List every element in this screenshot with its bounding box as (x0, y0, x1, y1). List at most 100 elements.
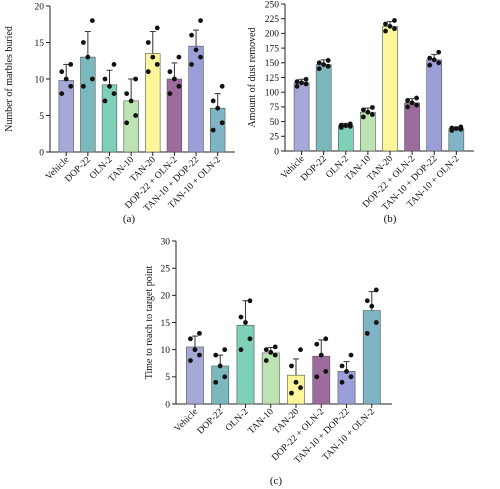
data-point (192, 347, 198, 353)
data-point (369, 303, 375, 309)
data-point (133, 113, 139, 118)
data-point (339, 379, 345, 385)
data-point (128, 98, 134, 104)
data-point (80, 83, 86, 89)
data-point (145, 69, 151, 75)
bar-5 (382, 26, 398, 152)
data-point (263, 358, 269, 363)
data-point (68, 62, 74, 67)
data-point (338, 122, 344, 128)
data-point (150, 54, 156, 60)
y-tick-label: 100 (265, 89, 280, 99)
y-tick-label: 20 (161, 292, 171, 302)
data-point (89, 76, 95, 82)
data-point (111, 91, 117, 96)
y-tick-label: 0 (165, 400, 170, 410)
data-point (414, 95, 420, 101)
data-point (198, 54, 203, 60)
data-point (298, 385, 303, 391)
y-tick-label: 5 (165, 373, 170, 383)
data-point (167, 69, 173, 75)
data-point (364, 330, 370, 336)
y-tick-label: 20 (35, 2, 45, 12)
y-tick-label: 5 (39, 112, 44, 122)
data-point (85, 54, 91, 60)
bar-2 (80, 56, 96, 153)
y-tick-label: 75 (270, 103, 280, 113)
data-point (409, 100, 415, 106)
data-point (458, 124, 464, 130)
data-point (369, 112, 375, 117)
bar-7 (426, 59, 443, 152)
data-point (348, 374, 354, 380)
bar-6 (166, 78, 183, 153)
bar-5 (145, 53, 161, 153)
data-point (263, 347, 269, 353)
data-point (238, 314, 244, 320)
y-tick-label: 30 (161, 237, 171, 247)
data-point (89, 18, 95, 23)
bar-7 (188, 45, 204, 153)
data-point (364, 298, 370, 304)
y-tick-label: 15 (161, 319, 171, 329)
data-point (294, 79, 300, 85)
data-point (193, 47, 199, 53)
data-point (293, 379, 299, 385)
panel-label: (b) (384, 213, 397, 225)
data-point (392, 26, 397, 32)
data-point (453, 126, 459, 132)
data-point (427, 62, 433, 68)
bar-1 (293, 82, 310, 152)
data-point (111, 62, 117, 67)
data-point (303, 81, 309, 87)
data-point (219, 120, 225, 126)
data-point (68, 83, 74, 89)
data-point (222, 347, 228, 353)
data-point (210, 98, 216, 104)
data-point (449, 125, 455, 131)
data-point (405, 98, 411, 103)
data-point (59, 69, 65, 75)
data-point (107, 83, 112, 89)
data-point (316, 60, 322, 66)
data-point (360, 107, 366, 113)
data-point (197, 330, 202, 336)
data-point (189, 62, 194, 67)
data-point (383, 28, 388, 34)
data-point (154, 62, 160, 67)
data-point (431, 57, 437, 63)
data-point (414, 102, 420, 108)
data-point (289, 390, 294, 396)
y-tick-label: 25 (161, 264, 171, 274)
data-point (272, 344, 278, 350)
panel-b-chart: 0 25 50 75 100 125 150 175 200 225 250 Amount of du… (247, 0, 474, 225)
bar-8 (362, 310, 381, 405)
data-point (268, 349, 274, 355)
y-tick-label: 25 (270, 133, 280, 143)
data-point (172, 76, 177, 82)
data-point (167, 91, 173, 96)
data-point (188, 358, 193, 363)
y-tick-label: 50 (270, 118, 280, 128)
y-axis-title: Time to reach to target point (144, 265, 155, 379)
panel-label: (c) (270, 475, 283, 487)
bar-4 (123, 100, 139, 153)
data-point (59, 91, 65, 96)
data-point (215, 105, 221, 111)
bar-1 (58, 80, 74, 153)
data-point (347, 121, 353, 127)
data-point (247, 336, 253, 342)
y-tick-label: 10 (161, 346, 171, 356)
data-point (339, 363, 345, 369)
data-point (303, 76, 309, 82)
data-point (154, 25, 160, 31)
data-point (189, 32, 194, 38)
data-point (272, 352, 278, 358)
data-point (198, 18, 203, 23)
data-point (427, 55, 433, 61)
data-point (247, 298, 253, 304)
y-tick-label: 10 (35, 75, 45, 85)
data-point (80, 40, 86, 45)
data-point (314, 341, 320, 347)
